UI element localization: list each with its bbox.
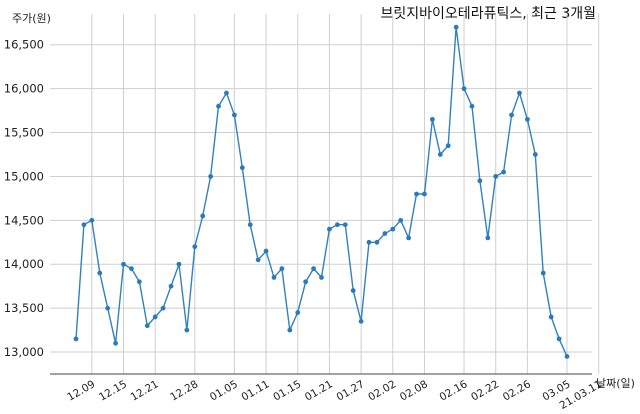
x-tick-label: 12.28 xyxy=(168,378,200,403)
data-point xyxy=(208,174,214,179)
data-point xyxy=(216,103,221,109)
data-point xyxy=(192,244,198,250)
data-point xyxy=(184,327,190,333)
data-point xyxy=(461,86,467,92)
y-tick-label: 16,500 xyxy=(4,38,44,52)
data-point xyxy=(517,90,522,96)
data-point xyxy=(176,261,182,267)
data-point xyxy=(493,174,499,179)
y-axis-ticks: 13,000 13,500 14,000 14,500 15,000 15,500 16,0… xyxy=(4,38,44,359)
y-tick-label: 15,000 xyxy=(4,169,44,183)
data-point xyxy=(89,217,95,223)
data-point xyxy=(81,222,87,228)
data-point xyxy=(129,266,134,272)
y-tick-label: 15,500 xyxy=(4,126,44,140)
y-tick-label: 13,500 xyxy=(4,301,44,315)
data-point xyxy=(121,261,126,267)
data-point xyxy=(152,314,158,320)
data-point xyxy=(231,112,237,118)
y-tick-label: 14,500 xyxy=(4,213,44,227)
y-tick-label: 16,000 xyxy=(4,82,44,96)
x-tick-label: 02.02 xyxy=(366,378,398,403)
data-point xyxy=(382,231,388,236)
data-point xyxy=(168,283,174,289)
data-point xyxy=(350,288,356,293)
data-point xyxy=(342,222,348,228)
data-point xyxy=(303,279,309,285)
data-point xyxy=(247,222,253,228)
data-point xyxy=(509,112,514,118)
x-tick-label: 02.16 xyxy=(438,378,470,404)
data-point xyxy=(255,257,261,263)
data-point xyxy=(295,310,301,315)
data-point xyxy=(422,191,427,197)
x-tick-label: 01.27 xyxy=(335,378,367,403)
data-point xyxy=(279,266,285,272)
chart-title: 브릿지바이오테라퓨틱스, 최근 3개월 xyxy=(381,6,596,22)
price-series-line xyxy=(75,27,568,357)
data-point xyxy=(136,279,142,285)
x-tick-label: 12.21 xyxy=(129,378,161,403)
data-point xyxy=(564,354,570,359)
data-point xyxy=(287,327,293,333)
y-tick-label: 14,000 xyxy=(4,257,44,271)
x-tick-label: 01.21 xyxy=(303,378,335,403)
x-axis-ticks: 12.09 12.15 12.21 12.28 01.05 01.11 01.15 01.21… xyxy=(65,378,604,412)
data-point xyxy=(200,213,206,219)
data-point xyxy=(311,266,316,272)
data-point xyxy=(97,270,103,276)
data-point xyxy=(429,116,435,122)
x-tick-label: 01.05 xyxy=(208,378,240,403)
data-point xyxy=(540,270,546,276)
data-point xyxy=(144,323,150,329)
x-tick-label: 01.15 xyxy=(271,378,303,403)
x-tick-label: 02.22 xyxy=(469,378,501,403)
data-point xyxy=(548,314,554,320)
data-point xyxy=(271,275,277,280)
data-point xyxy=(390,226,396,232)
grid xyxy=(50,14,600,374)
data-point xyxy=(113,340,118,346)
x-tick-label: 12.15 xyxy=(97,378,129,403)
data-point xyxy=(334,222,340,228)
price-points xyxy=(73,24,570,359)
data-point xyxy=(445,143,451,149)
data-point xyxy=(414,191,419,197)
data-point xyxy=(239,165,245,171)
x-tick-label: 12.09 xyxy=(65,378,97,403)
y-tick-label: 13,000 xyxy=(4,345,44,359)
x-axis-label: 날짜(일) xyxy=(596,376,635,390)
x-tick-label: 02.26 xyxy=(501,378,533,404)
data-point xyxy=(398,217,404,223)
data-point xyxy=(525,116,530,122)
x-tick-label: 01.11 xyxy=(240,378,272,403)
data-point xyxy=(477,178,483,184)
data-point xyxy=(366,239,372,245)
data-point xyxy=(160,305,166,311)
data-point xyxy=(469,103,475,109)
data-point xyxy=(327,226,332,232)
data-point xyxy=(358,318,364,324)
data-point xyxy=(485,235,491,241)
data-point xyxy=(453,24,459,30)
data-point xyxy=(406,235,412,241)
y-axis-label: 주가(원) xyxy=(12,12,51,25)
data-point xyxy=(532,152,538,157)
data-point xyxy=(437,152,443,157)
data-point xyxy=(556,336,562,342)
data-point xyxy=(319,275,324,280)
x-tick-label: 02.08 xyxy=(398,378,430,403)
data-point xyxy=(263,248,269,254)
data-point xyxy=(224,90,229,96)
data-point xyxy=(501,169,507,175)
data-point xyxy=(105,305,111,311)
data-point xyxy=(73,336,79,342)
data-point xyxy=(374,239,380,245)
